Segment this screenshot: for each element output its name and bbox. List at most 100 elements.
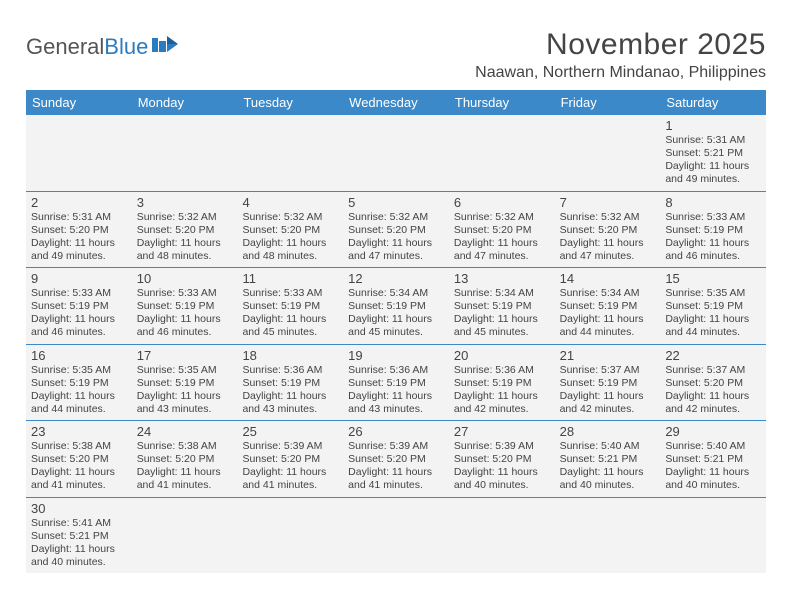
day-info: Sunrise: 5:31 AMSunset: 5:21 PMDaylight:… xyxy=(665,134,761,187)
logo-text-a: General xyxy=(26,34,104,60)
sunrise-text: Sunrise: 5:39 AM xyxy=(242,440,338,453)
sunrise-text: Sunrise: 5:33 AM xyxy=(137,287,233,300)
sunset-text: Sunset: 5:20 PM xyxy=(454,224,550,237)
day-info: Sunrise: 5:32 AMSunset: 5:20 PMDaylight:… xyxy=(454,211,550,264)
day-info: Sunrise: 5:36 AMSunset: 5:19 PMDaylight:… xyxy=(242,364,338,417)
calendar-day xyxy=(449,498,555,574)
daylight-text: Daylight: 11 hours and 40 minutes. xyxy=(31,543,127,569)
day-info: Sunrise: 5:41 AMSunset: 5:21 PMDaylight:… xyxy=(31,517,127,570)
day-info: Sunrise: 5:39 AMSunset: 5:20 PMDaylight:… xyxy=(242,440,338,493)
day-number: 28 xyxy=(560,424,656,439)
day-number: 16 xyxy=(31,348,127,363)
day-number: 9 xyxy=(31,271,127,286)
sunset-text: Sunset: 5:20 PM xyxy=(137,453,233,466)
calendar-week: 16Sunrise: 5:35 AMSunset: 5:19 PMDayligh… xyxy=(26,345,766,422)
calendar-day xyxy=(132,498,238,574)
weeks-container: 1Sunrise: 5:31 AMSunset: 5:21 PMDaylight… xyxy=(26,115,766,573)
day-number: 27 xyxy=(454,424,550,439)
sunrise-text: Sunrise: 5:32 AM xyxy=(348,211,444,224)
sunset-text: Sunset: 5:19 PM xyxy=(560,300,656,313)
day-number: 1 xyxy=(665,118,761,133)
day-info: Sunrise: 5:37 AMSunset: 5:19 PMDaylight:… xyxy=(560,364,656,417)
flag-icon xyxy=(152,34,180,60)
sunset-text: Sunset: 5:19 PM xyxy=(242,300,338,313)
logo-text-b: Blue xyxy=(104,34,148,60)
sunset-text: Sunset: 5:19 PM xyxy=(137,377,233,390)
day-info: Sunrise: 5:40 AMSunset: 5:21 PMDaylight:… xyxy=(560,440,656,493)
daylight-text: Daylight: 11 hours and 42 minutes. xyxy=(665,390,761,416)
sunset-text: Sunset: 5:19 PM xyxy=(454,300,550,313)
calendar: Sunday Monday Tuesday Wednesday Thursday… xyxy=(26,90,766,573)
day-info: Sunrise: 5:36 AMSunset: 5:19 PMDaylight:… xyxy=(454,364,550,417)
calendar-day: 28Sunrise: 5:40 AMSunset: 5:21 PMDayligh… xyxy=(555,421,661,497)
sunset-text: Sunset: 5:20 PM xyxy=(31,224,127,237)
calendar-day: 10Sunrise: 5:33 AMSunset: 5:19 PMDayligh… xyxy=(132,268,238,344)
sunrise-text: Sunrise: 5:38 AM xyxy=(137,440,233,453)
calendar-day: 13Sunrise: 5:34 AMSunset: 5:19 PMDayligh… xyxy=(449,268,555,344)
day-info: Sunrise: 5:35 AMSunset: 5:19 PMDaylight:… xyxy=(665,287,761,340)
day-number: 17 xyxy=(137,348,233,363)
weekday-header: Wednesday xyxy=(343,90,449,115)
day-number: 8 xyxy=(665,195,761,210)
calendar-day: 1Sunrise: 5:31 AMSunset: 5:21 PMDaylight… xyxy=(660,115,766,191)
day-info: Sunrise: 5:38 AMSunset: 5:20 PMDaylight:… xyxy=(137,440,233,493)
calendar-day: 20Sunrise: 5:36 AMSunset: 5:19 PMDayligh… xyxy=(449,345,555,421)
sunset-text: Sunset: 5:19 PM xyxy=(560,377,656,390)
weekday-header: Thursday xyxy=(449,90,555,115)
sunset-text: Sunset: 5:20 PM xyxy=(242,453,338,466)
day-number: 30 xyxy=(31,501,127,516)
calendar-day xyxy=(132,115,238,191)
daylight-text: Daylight: 11 hours and 46 minutes. xyxy=(137,313,233,339)
day-info: Sunrise: 5:32 AMSunset: 5:20 PMDaylight:… xyxy=(348,211,444,264)
calendar-day: 29Sunrise: 5:40 AMSunset: 5:21 PMDayligh… xyxy=(660,421,766,497)
day-info: Sunrise: 5:32 AMSunset: 5:20 PMDaylight:… xyxy=(242,211,338,264)
day-number: 4 xyxy=(242,195,338,210)
day-info: Sunrise: 5:33 AMSunset: 5:19 PMDaylight:… xyxy=(242,287,338,340)
sunset-text: Sunset: 5:19 PM xyxy=(31,377,127,390)
sunrise-text: Sunrise: 5:36 AM xyxy=(454,364,550,377)
sunrise-text: Sunrise: 5:34 AM xyxy=(560,287,656,300)
daylight-text: Daylight: 11 hours and 48 minutes. xyxy=(242,237,338,263)
sunrise-text: Sunrise: 5:31 AM xyxy=(31,211,127,224)
calendar-day xyxy=(555,115,661,191)
daylight-text: Daylight: 11 hours and 49 minutes. xyxy=(31,237,127,263)
day-number: 6 xyxy=(454,195,550,210)
day-info: Sunrise: 5:32 AMSunset: 5:20 PMDaylight:… xyxy=(137,211,233,264)
sunrise-text: Sunrise: 5:34 AM xyxy=(348,287,444,300)
daylight-text: Daylight: 11 hours and 40 minutes. xyxy=(560,466,656,492)
month-title: November 2025 xyxy=(475,28,766,62)
calendar-week: 30Sunrise: 5:41 AMSunset: 5:21 PMDayligh… xyxy=(26,498,766,574)
day-number: 21 xyxy=(560,348,656,363)
sunrise-text: Sunrise: 5:40 AM xyxy=(560,440,656,453)
day-info: Sunrise: 5:39 AMSunset: 5:20 PMDaylight:… xyxy=(454,440,550,493)
day-info: Sunrise: 5:32 AMSunset: 5:20 PMDaylight:… xyxy=(560,211,656,264)
day-number: 14 xyxy=(560,271,656,286)
day-number: 26 xyxy=(348,424,444,439)
calendar-day xyxy=(343,498,449,574)
daylight-text: Daylight: 11 hours and 41 minutes. xyxy=(137,466,233,492)
day-info: Sunrise: 5:33 AMSunset: 5:19 PMDaylight:… xyxy=(137,287,233,340)
calendar-day: 22Sunrise: 5:37 AMSunset: 5:20 PMDayligh… xyxy=(660,345,766,421)
calendar-day: 19Sunrise: 5:36 AMSunset: 5:19 PMDayligh… xyxy=(343,345,449,421)
daylight-text: Daylight: 11 hours and 46 minutes. xyxy=(665,237,761,263)
sunset-text: Sunset: 5:20 PM xyxy=(454,453,550,466)
daylight-text: Daylight: 11 hours and 44 minutes. xyxy=(665,313,761,339)
calendar-week: 1Sunrise: 5:31 AMSunset: 5:21 PMDaylight… xyxy=(26,115,766,192)
day-info: Sunrise: 5:34 AMSunset: 5:19 PMDaylight:… xyxy=(454,287,550,340)
day-number: 12 xyxy=(348,271,444,286)
daylight-text: Daylight: 11 hours and 44 minutes. xyxy=(560,313,656,339)
weekday-header: Monday xyxy=(132,90,238,115)
day-info: Sunrise: 5:38 AMSunset: 5:20 PMDaylight:… xyxy=(31,440,127,493)
calendar-week: 23Sunrise: 5:38 AMSunset: 5:20 PMDayligh… xyxy=(26,421,766,498)
daylight-text: Daylight: 11 hours and 46 minutes. xyxy=(31,313,127,339)
calendar-day: 6Sunrise: 5:32 AMSunset: 5:20 PMDaylight… xyxy=(449,192,555,268)
sunset-text: Sunset: 5:21 PM xyxy=(665,147,761,160)
day-info: Sunrise: 5:34 AMSunset: 5:19 PMDaylight:… xyxy=(560,287,656,340)
calendar-day: 14Sunrise: 5:34 AMSunset: 5:19 PMDayligh… xyxy=(555,268,661,344)
daylight-text: Daylight: 11 hours and 41 minutes. xyxy=(242,466,338,492)
day-number: 13 xyxy=(454,271,550,286)
sunrise-text: Sunrise: 5:35 AM xyxy=(137,364,233,377)
sunset-text: Sunset: 5:19 PM xyxy=(665,224,761,237)
calendar-day: 8Sunrise: 5:33 AMSunset: 5:19 PMDaylight… xyxy=(660,192,766,268)
sunrise-text: Sunrise: 5:33 AM xyxy=(31,287,127,300)
